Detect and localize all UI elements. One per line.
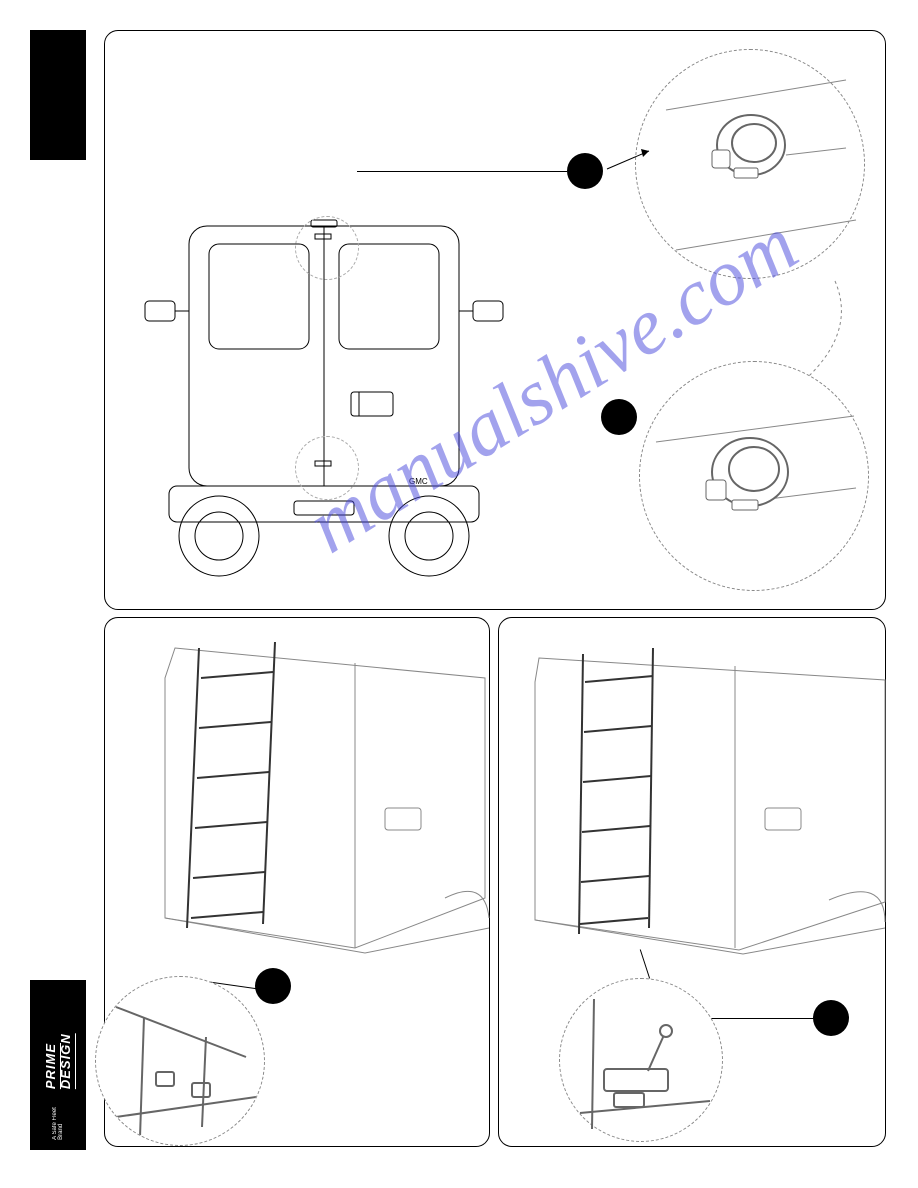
sidebar: PRIME DESIGN A Safe Fleet Brand [30,30,86,1150]
detail-pin-mount [559,978,723,1142]
brand-block: PRIME DESIGN A Safe Fleet Brand [30,980,86,1150]
detail-tape-top [635,49,865,279]
panel-ladder-mount [498,617,886,1147]
sidebar-black-block [30,30,86,160]
indicator-circle-bottom [295,436,359,500]
bracket-detail-icon [96,977,265,1146]
callout-dot-1 [567,153,603,189]
detail-bracket-bottom [95,976,265,1146]
callout-dot-3 [255,968,291,1004]
callout-dot-2 [601,399,637,435]
van-perspective-right [499,618,887,978]
brand-name: PRIME DESIGN [43,990,73,1089]
callout-dot-4 [813,1000,849,1036]
pin-mount-icon [560,979,724,1143]
leader-line-1 [357,171,567,172]
brand-tagline: A Safe Fleet Brand [52,1093,64,1140]
detail-tape-mid [639,361,869,591]
van-badge: GMC [409,477,428,486]
panel-measurement: GMC [104,30,886,610]
tape-measure-icon-2 [640,362,870,592]
panel-ladder-position [104,617,490,1147]
indicator-circle-top [295,216,359,280]
van-perspective-left [105,618,491,978]
tape-measure-icon [636,50,866,280]
arrow-1 [601,141,661,181]
